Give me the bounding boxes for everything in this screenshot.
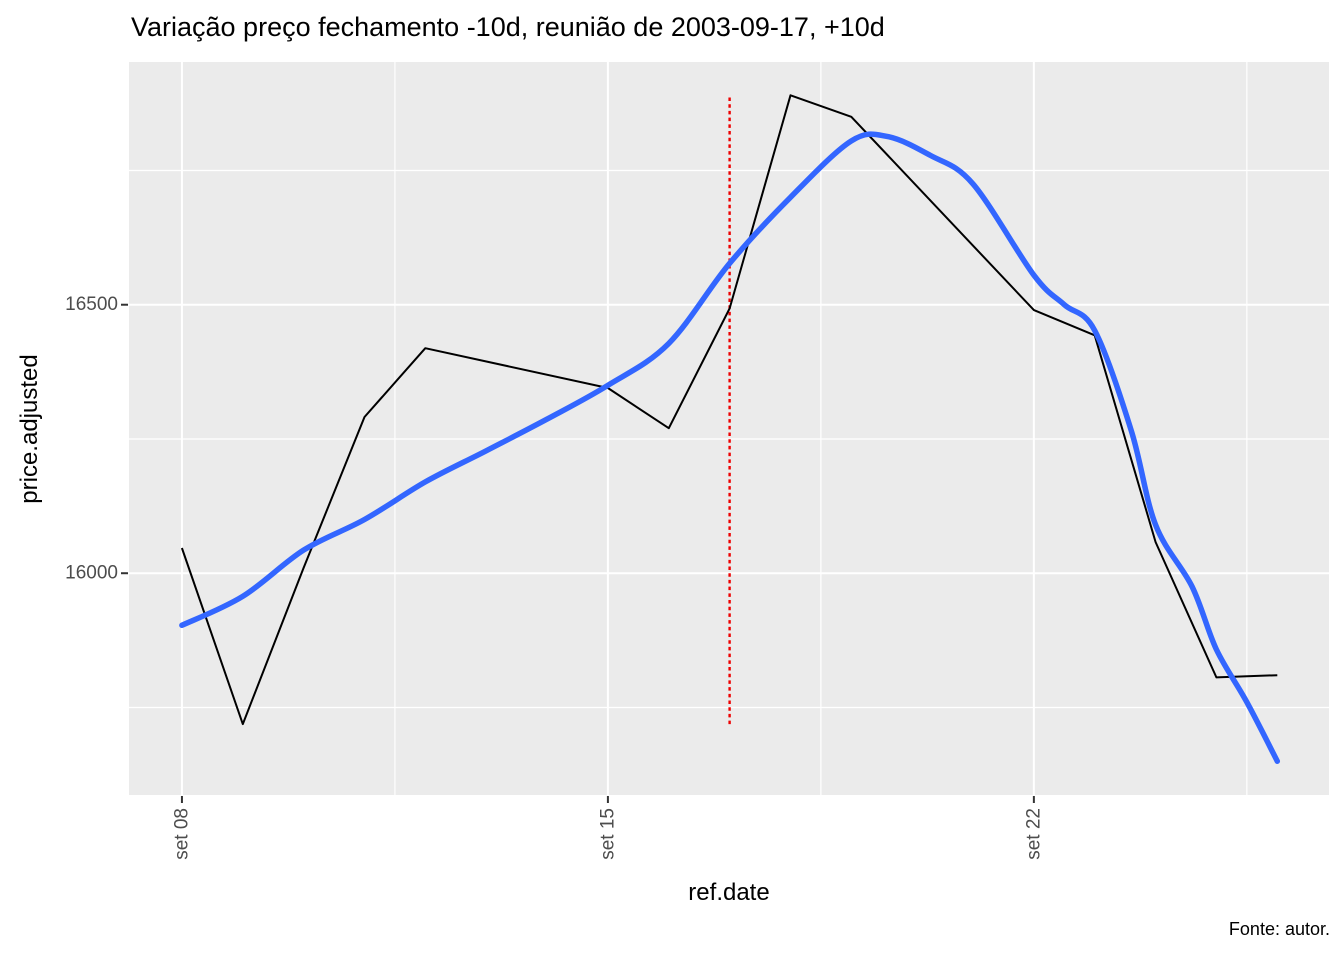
x-tick-label: set 22 [1023,808,1044,860]
x-axis-title: ref.date [688,879,770,906]
price-line [180,94,1278,726]
chart-title: Variação preço fechamento -10d, reunião … [131,12,885,42]
y-axis-title: price.adjusted [16,354,43,504]
x-tick-label: set 08 [171,808,192,860]
caption: Fonte: autor. [1228,919,1330,939]
x-tick-label: set 15 [597,808,618,860]
smooth-line [179,131,1281,764]
y-tick-label: 16500 [65,294,118,315]
y-tick-label: 16000 [65,563,118,584]
